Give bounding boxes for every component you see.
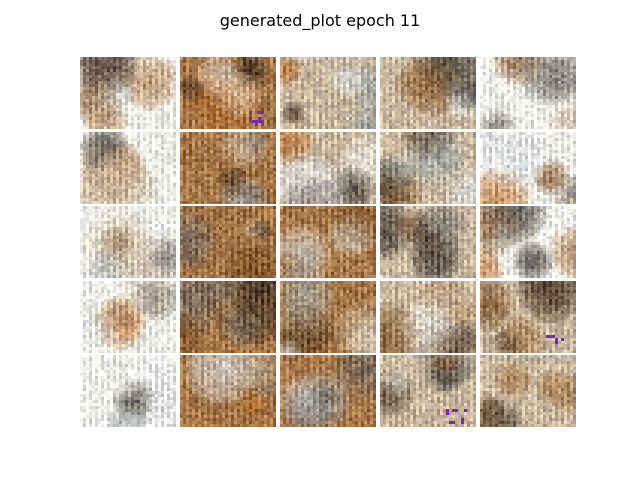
generated-image-tile (280, 131, 376, 204)
generated-image-tile (380, 206, 476, 278)
generated-image (380, 280, 476, 353)
generated-image-tile (80, 131, 176, 204)
generated-image (480, 57, 576, 129)
generated-image (380, 206, 476, 278)
generated-image (80, 57, 176, 129)
generated-image (180, 280, 276, 353)
generated-image-tile (380, 57, 476, 129)
generated-image-tile (280, 57, 376, 129)
generated-image-tile (80, 206, 176, 278)
generated-image (280, 355, 376, 427)
generated-image-tile (80, 355, 176, 427)
figure-title: generated_plot epoch 11 (219, 11, 421, 30)
generated-image-tile (380, 131, 476, 204)
generated-image (380, 131, 476, 204)
generated-image (80, 131, 176, 204)
generated-image (80, 355, 176, 427)
generated-image-tile (180, 206, 276, 278)
generated-image (380, 57, 476, 129)
generated-image (280, 206, 376, 278)
generated-image-tile (280, 280, 376, 353)
generated-image-tile (180, 57, 276, 129)
generated-image-tile (480, 355, 576, 427)
generated-image-tile (480, 280, 576, 353)
generated-image (280, 57, 376, 129)
generated-image (80, 206, 176, 278)
generated-image-tile (180, 280, 276, 353)
generated-image-tile (380, 355, 476, 427)
generated-image-tile (280, 206, 376, 278)
generated-image-tile (80, 280, 176, 353)
generated-image (480, 280, 576, 353)
generated-image-tile (480, 206, 576, 278)
generated-image (180, 355, 276, 427)
generated-image-tile (80, 57, 176, 129)
generated-image (480, 131, 576, 204)
generated-image-grid (80, 57, 576, 427)
generated-image (280, 280, 376, 353)
generated-image (180, 206, 276, 278)
generated-image-tile (180, 355, 276, 427)
generated-image-tile (280, 355, 376, 427)
generated-image-tile (180, 131, 276, 204)
generated-image (280, 131, 376, 204)
generated-image (180, 57, 276, 129)
generated-image (80, 280, 176, 353)
generated-image-tile (480, 131, 576, 204)
generated-image (380, 355, 476, 427)
generated-image (480, 355, 576, 427)
generated-image-tile (380, 280, 476, 353)
generated-image-tile (480, 57, 576, 129)
generated-image (180, 131, 276, 204)
generated-image (480, 206, 576, 278)
